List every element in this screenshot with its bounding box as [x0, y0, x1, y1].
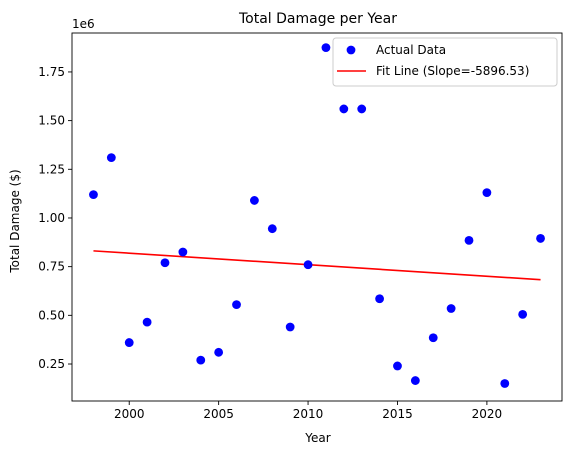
data-point-2005: [214, 347, 224, 357]
legend-marker-scatter: [346, 45, 356, 55]
y-axis-label: Total Damage ($): [8, 169, 22, 273]
legend-label-actual: Actual Data: [376, 43, 446, 57]
data-point-2012: [339, 104, 349, 114]
data-point-2014: [375, 294, 384, 304]
fit-line: [93, 250, 541, 281]
data-point-2016: [410, 376, 420, 385]
y-tick-label: 0.50: [38, 308, 65, 322]
x-tick-label: 2020: [472, 407, 503, 421]
data-point-2009: [285, 322, 295, 332]
y-tick-label: 1.50: [38, 114, 65, 128]
data-point-2015: [393, 361, 402, 371]
y-tick-label: 0.25: [38, 357, 65, 371]
data-point-2003: [178, 247, 188, 257]
data-point-2017: [428, 333, 438, 343]
data-point-2020: [482, 188, 492, 198]
x-tick-label: 2015: [382, 407, 413, 421]
data-point-2023: [536, 234, 545, 243]
data-point-2010: [303, 260, 313, 270]
y-axis-offset-label: 1e6: [72, 17, 95, 31]
data-point-2022: [518, 309, 528, 319]
x-tick-label: 2005: [203, 407, 234, 421]
data-point-2007: [250, 196, 259, 205]
y-tick-label: 1.00: [38, 211, 65, 225]
data-point-2004: [196, 355, 206, 365]
data-point-2002: [160, 258, 170, 268]
y-tick-label: 0.75: [38, 260, 65, 274]
axes-frame: [71, 32, 563, 402]
data-point-1998: [89, 190, 98, 200]
plot-area: 2000 2005 2010 2015 2020 0.25 0.50 0.75 1.00 1.25…: [38, 32, 563, 421]
data-point-2013: [357, 104, 367, 114]
x-tick-label: 2000: [114, 407, 145, 421]
data-point-2008: [267, 224, 277, 234]
data-point-2019: [464, 235, 474, 245]
data-point-1999: [106, 153, 116, 163]
legend-box: [332, 37, 558, 87]
data-point-2021: [500, 379, 510, 388]
chart-title: Total Damage per Year: [238, 11, 397, 27]
data-point-2000: [124, 338, 134, 347]
y-tick-label: 1.75: [38, 65, 65, 79]
x-axis-label: Year: [304, 431, 330, 445]
x-tick-label: 2010: [293, 407, 324, 421]
data-point-2006: [232, 300, 241, 310]
legend-label-fit: Fit Line (Slope=-5896.53): [376, 64, 529, 78]
data-point-2018: [446, 304, 456, 313]
data-point-2001: [142, 317, 152, 327]
y-tick-label: 1.25: [38, 162, 65, 176]
data-point-2011: [321, 43, 331, 53]
